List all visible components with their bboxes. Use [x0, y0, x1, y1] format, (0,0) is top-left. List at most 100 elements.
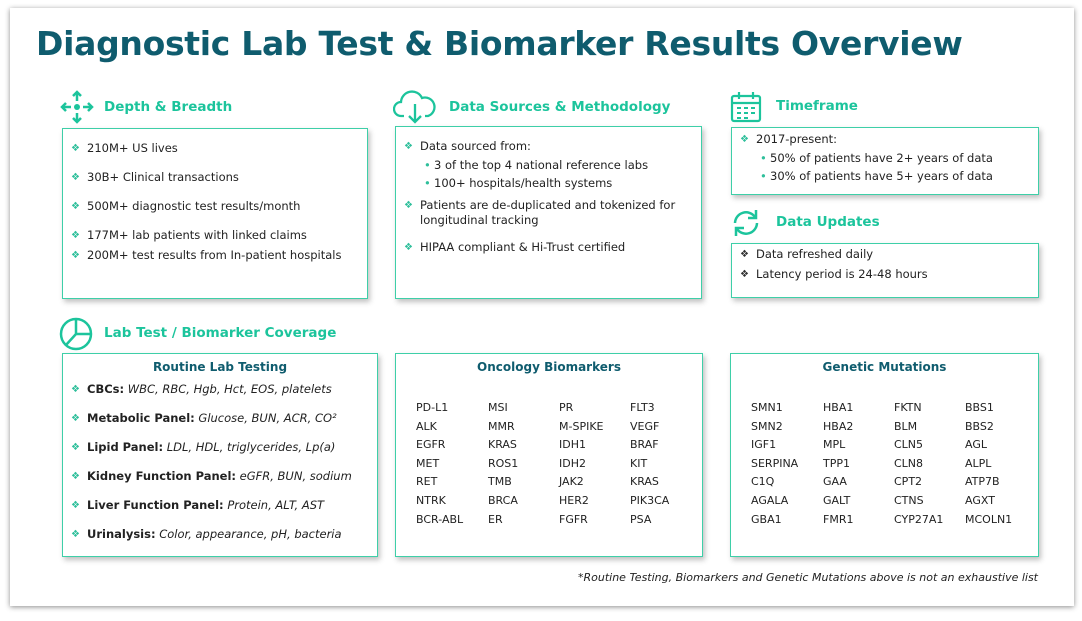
item-detail: LDL, HDL, triglycerides, Lp(a) — [166, 440, 336, 454]
marker-grid: SMN1 HBA1 FKTN BBS1 SMN2 HBA2 BLM BBS2 IGF1 MPL CL… — [751, 401, 1038, 526]
marker: ALPL — [965, 456, 992, 470]
marker: CLN8 — [894, 456, 924, 470]
list-item: Metabolic Panel: Glucose, BUN, ACR, CO² — [71, 411, 369, 426]
marker: GBA1 — [751, 512, 782, 526]
marker: GAA — [823, 475, 847, 489]
marker: FMR1 — [823, 512, 854, 526]
list-item: Urinalysis: Color, appearance, pH, bacte… — [71, 527, 369, 542]
box-title: Oncology Biomarkers — [477, 360, 621, 374]
marker: ROS1 — [488, 456, 519, 470]
marker: SMN1 — [751, 401, 783, 414]
marker: FGFR — [559, 512, 588, 526]
item-label: CBCs: — [87, 382, 125, 396]
marker: TPP1 — [823, 456, 850, 470]
marker: PD-L1 — [416, 401, 449, 414]
depth-box: 210M+ US lives 30B+ Clinical transactions… — [62, 128, 368, 299]
marker: RET — [416, 475, 438, 489]
list-item: Data refreshed daily — [740, 247, 1030, 262]
item-label: Urinalysis: — [87, 527, 156, 541]
sources-box: Data sourced from: 3 of the top 4 nationa… — [395, 126, 702, 299]
marker: AGALA — [751, 493, 789, 507]
item-detail: Protein, ALT, AST — [227, 498, 325, 512]
marker: BLM — [894, 419, 918, 433]
genetic-box: Genetic Mutations SMN1 HBA1 FKTN BBS1 SMN2 HBA… — [730, 353, 1039, 557]
marker: PSA — [630, 512, 652, 526]
list-item: Patients are de-duplicated and tokenized… — [404, 198, 693, 228]
box-title: Routine Lab Testing — [152, 360, 288, 374]
marker: PIK3CA — [630, 493, 670, 507]
item-detail: WBC, RBC, Hgb, Hct, EOS, platelets — [127, 382, 332, 396]
marker: FLT3 — [630, 401, 655, 414]
marker: CPT2 — [894, 475, 923, 489]
marker: HER2 — [559, 493, 589, 507]
marker: ATP7B — [965, 475, 1000, 489]
marker: KRAS — [488, 438, 517, 452]
coverage-icon — [59, 317, 93, 351]
marker: SERPINA — [751, 456, 799, 470]
routine-box: Routine Lab Testing CBCs: WBC, RBC, Hgb, … — [62, 353, 378, 557]
marker: M-SPIKE — [559, 419, 604, 433]
marker: AGXT — [965, 493, 995, 507]
footnote: *Routine Testing, Biomarkers and Genetic… — [578, 571, 1038, 584]
sub-item: 100+ hospitals/health systems — [404, 174, 693, 192]
marker: ER — [488, 512, 503, 526]
title: Diagnostic Lab Test & Biomarker Results … — [36, 24, 963, 63]
marker: AGL — [965, 438, 987, 452]
marker: BRCA — [488, 493, 518, 507]
box-title: Genetic Mutations — [822, 360, 947, 374]
marker: MET — [416, 456, 440, 470]
marker: C1Q — [751, 475, 775, 489]
marker: HBA1 — [823, 401, 854, 414]
item-detail: Glucose, BUN, ACR, CO² — [198, 411, 337, 425]
sub-item: 3 of the top 4 national reference labs — [404, 156, 693, 174]
marker: MPL — [823, 438, 846, 452]
marker: MMR — [488, 419, 515, 433]
marker: FKTN — [894, 401, 922, 414]
depth-icon — [60, 90, 94, 124]
marker: ALK — [416, 419, 437, 433]
updates-icon — [733, 210, 759, 236]
marker-grid: PD-L1 MSI PR FLT3 ALK MMR M-SPIKE VEGF EGFR KRAS I… — [416, 401, 702, 526]
list-item: 200M+ test results from In-patient hospi… — [71, 248, 359, 263]
marker: BCR-ABL — [416, 512, 464, 526]
list-item: Latency period is 24-48 hours — [740, 267, 1030, 282]
depth-heading: Depth & Breadth — [104, 99, 233, 115]
list-item: Lipid Panel: LDL, HDL, triglycerides, Lp… — [71, 440, 369, 455]
list-item: 2017-present: — [740, 132, 1030, 147]
list-item: 177M+ lab patients with linked claims — [71, 228, 359, 243]
item-label: Lipid Panel: — [87, 440, 164, 454]
marker: IGF1 — [751, 438, 777, 452]
marker: HBA2 — [823, 419, 854, 433]
list-item: Data sourced from: — [404, 139, 693, 154]
sources-icon — [393, 90, 436, 124]
marker: IDH1 — [559, 438, 586, 452]
list-item: 210M+ US lives — [71, 141, 359, 156]
marker: BBS2 — [965, 419, 994, 433]
marker: KRAS — [630, 475, 659, 489]
timeframe-heading: Timeframe — [776, 98, 858, 114]
marker: MSI — [488, 401, 508, 414]
list-item: Liver Function Panel: Protein, ALT, AST — [71, 498, 369, 513]
marker: BRAF — [630, 438, 659, 452]
oncology-box: Oncology Biomarkers PD-L1 MSI PR FLT3 ALK MMR M… — [395, 353, 703, 557]
list-item: HIPAA compliant & Hi-Trust certified — [404, 240, 693, 255]
sub-item: 50% of patients have 2+ years of data — [740, 149, 1030, 167]
item-label: Metabolic Panel: — [87, 411, 195, 425]
updates-heading: Data Updates — [776, 214, 880, 230]
marker: CTNS — [894, 493, 924, 507]
marker: MCOLN1 — [965, 512, 1013, 526]
marker: JAK2 — [559, 475, 584, 489]
marker: GALT — [823, 493, 851, 507]
timeframe-box: 2017-present: 50% of patients have 2+ yea… — [731, 127, 1039, 195]
marker: EGFR — [416, 438, 446, 452]
timeframe-icon — [730, 92, 762, 123]
marker: VEGF — [630, 419, 660, 433]
list-item: Kidney Function Panel: eGFR, BUN, sodium — [71, 469, 369, 484]
marker: KIT — [630, 456, 648, 470]
coverage-heading: Lab Test / Biomarker Coverage — [104, 325, 337, 341]
item-detail: eGFR, BUN, sodium — [239, 469, 352, 483]
list-item: CBCs: WBC, RBC, Hgb, Hct, EOS, platelets — [71, 382, 369, 397]
marker: IDH2 — [559, 456, 586, 470]
marker: CLN5 — [894, 438, 924, 452]
